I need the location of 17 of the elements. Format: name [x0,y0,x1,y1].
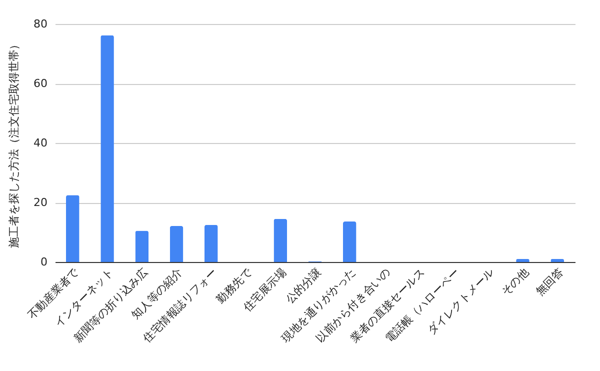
bar [135,230,149,262]
y-tick-label: 60 [34,77,48,90]
bar [516,259,530,262]
y-axis-title: 施工者を探した方法（注文住宅取得世帯） [8,39,21,248]
y-tick-label: 80 [34,18,48,30]
x-tick-label: その他 [498,266,532,298]
bar [100,35,114,262]
bar [170,226,184,262]
bar [66,195,80,262]
bar [342,222,356,262]
x-tick-label: 無回答 [533,266,566,298]
y-tick-label: 20 [34,196,48,209]
bar [550,259,564,262]
y-tick-label: 0 [40,256,48,268]
y-tick-label: 40 [34,136,48,150]
bar [204,224,218,262]
bar [274,218,288,262]
